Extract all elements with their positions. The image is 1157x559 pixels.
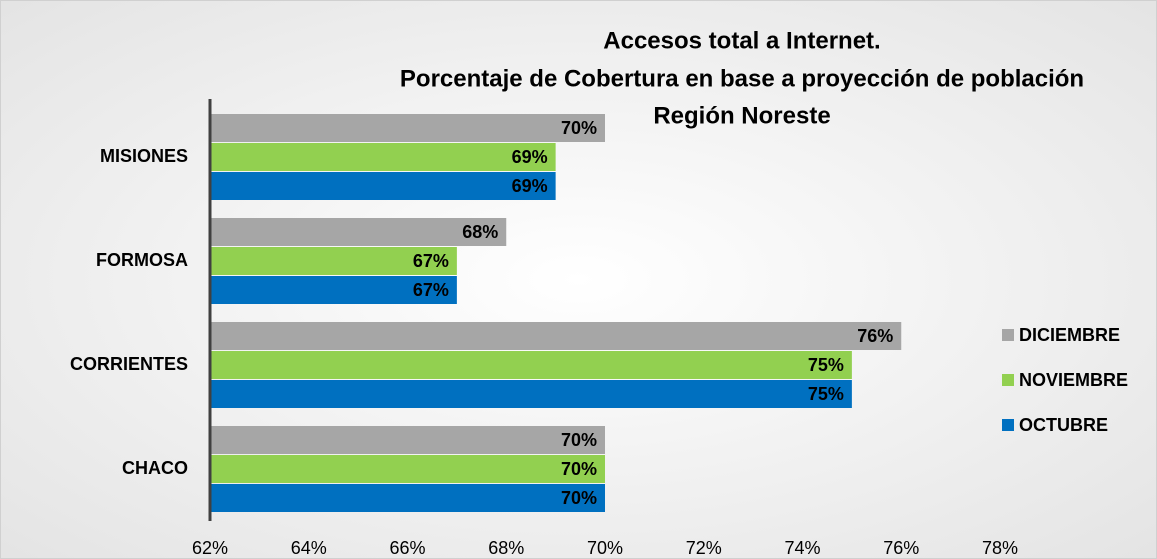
- bar: [210, 276, 457, 304]
- data-label: 70%: [561, 488, 597, 508]
- bar: [210, 172, 556, 200]
- data-label: 69%: [512, 176, 548, 196]
- y-tick-label: FORMOSA: [96, 250, 188, 270]
- legend-label: OCTUBRE: [1019, 415, 1108, 435]
- bar: [210, 322, 902, 350]
- data-label: 76%: [857, 326, 893, 346]
- legend-label: NOVIEMBRE: [1019, 370, 1128, 390]
- data-label: 69%: [512, 147, 548, 167]
- bar: [210, 351, 852, 379]
- y-tick-label: CORRIENTES: [70, 354, 188, 374]
- x-tick-label: 74%: [784, 538, 820, 558]
- x-tick-label: 62%: [192, 538, 228, 558]
- bar: [210, 114, 605, 142]
- x-tick-label: 70%: [587, 538, 623, 558]
- legend-swatch: [1002, 374, 1014, 386]
- data-label: 70%: [561, 459, 597, 479]
- data-label: 68%: [462, 222, 498, 242]
- data-label: 75%: [808, 384, 844, 404]
- x-tick-label: 64%: [291, 538, 327, 558]
- bar: [210, 484, 605, 512]
- bar: [210, 247, 457, 275]
- title-line: Porcentaje de Cobertura en base a proyec…: [400, 65, 1084, 92]
- y-tick-label: CHACO: [122, 458, 188, 478]
- bar: [210, 380, 852, 408]
- y-tick-label: MISIONES: [100, 146, 188, 166]
- bar: [210, 426, 605, 454]
- x-tick-label: 78%: [982, 538, 1018, 558]
- data-label: 75%: [808, 355, 844, 375]
- legend-swatch: [1002, 329, 1014, 341]
- data-label: 70%: [561, 118, 597, 138]
- data-label: 67%: [413, 280, 449, 300]
- legend-swatch: [1002, 419, 1014, 431]
- bar: [210, 143, 556, 171]
- x-tick-label: 68%: [488, 538, 524, 558]
- x-tick-label: 66%: [389, 538, 425, 558]
- data-label: 67%: [413, 251, 449, 271]
- bar: [210, 455, 605, 483]
- title-line: Accesos total a Internet.: [603, 27, 880, 54]
- legend-label: DICIEMBRE: [1019, 325, 1120, 345]
- x-tick-label: 76%: [883, 538, 919, 558]
- bar: [210, 218, 507, 246]
- data-label: 70%: [561, 430, 597, 450]
- title-line: Región Noreste: [653, 102, 830, 129]
- x-tick-label: 72%: [686, 538, 722, 558]
